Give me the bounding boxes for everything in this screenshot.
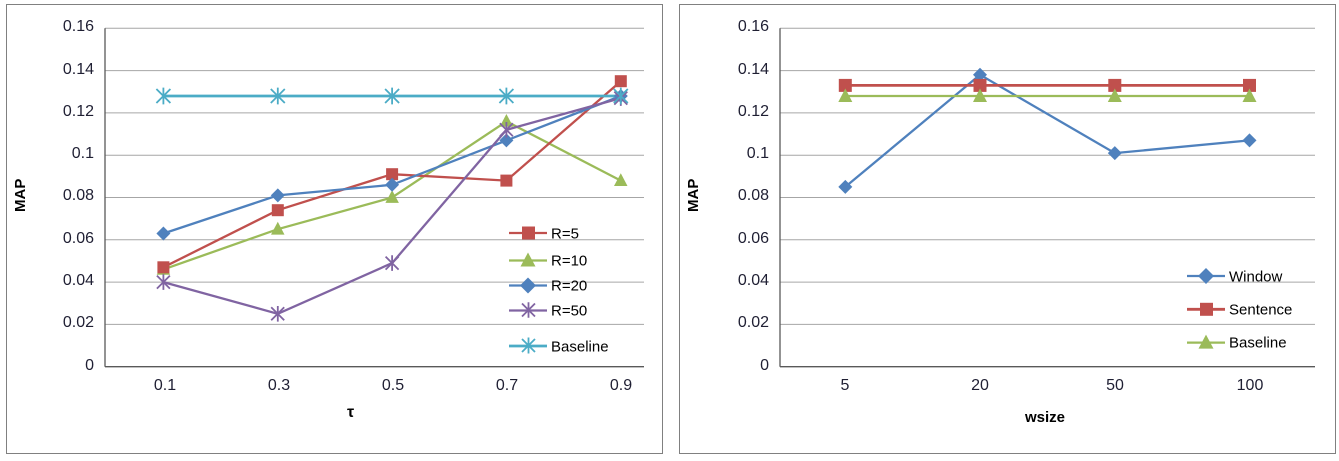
svg-text:Baseline: Baseline bbox=[551, 339, 609, 356]
svg-text:Baseline: Baseline bbox=[1229, 335, 1287, 352]
svg-text:R=20: R=20 bbox=[551, 278, 587, 295]
svg-text:Window: Window bbox=[1229, 269, 1283, 286]
svg-text:R=50: R=50 bbox=[551, 303, 587, 320]
svg-text:R=5: R=5 bbox=[551, 226, 579, 243]
svg-text:R=10: R=10 bbox=[551, 253, 587, 270]
svg-text:Sentence: Sentence bbox=[1229, 301, 1292, 318]
